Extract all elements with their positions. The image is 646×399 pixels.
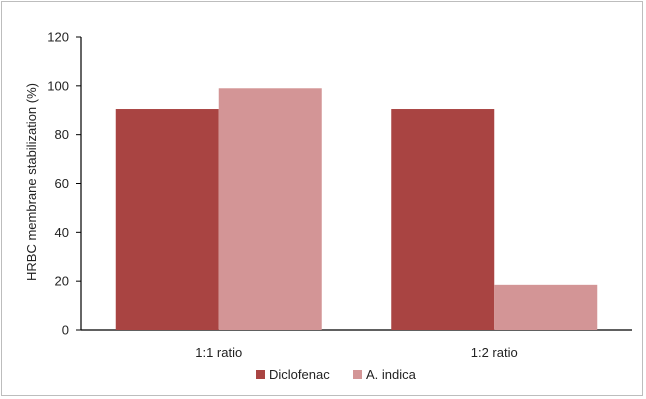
- y-tick-label: 60: [55, 176, 69, 191]
- category-labels: 1:1 ratio 1:2 ratio: [195, 345, 517, 360]
- y-tick-label: 0: [62, 323, 69, 338]
- legend-swatch: [256, 370, 265, 379]
- y-tick-label: 20: [55, 274, 69, 289]
- bar-a-indica-1: [218, 88, 322, 331]
- bar-a-indica-2: [494, 284, 598, 330]
- y-tick-label: 120: [47, 30, 69, 45]
- category-label: 1:1 ratio: [195, 345, 242, 360]
- y-tick-label: 80: [55, 127, 69, 142]
- bar-diclofenac-1: [115, 109, 219, 330]
- legend-label: A. indica: [366, 367, 417, 382]
- legend: Diclofenac A. indica: [256, 367, 417, 382]
- y-tick-label: 40: [55, 225, 69, 240]
- bar-diclofenac-2: [391, 109, 495, 330]
- y-tick-label: 100: [47, 78, 69, 93]
- y-axis: 0 20 40 60 80 100 120: [47, 30, 82, 338]
- legend-label: Diclofenac: [269, 367, 330, 382]
- y-axis-label: HRBC membrane stabilization (%): [24, 83, 39, 281]
- legend-swatch: [353, 370, 362, 379]
- bars-group: [115, 88, 598, 331]
- category-label: 1:2 ratio: [471, 345, 518, 360]
